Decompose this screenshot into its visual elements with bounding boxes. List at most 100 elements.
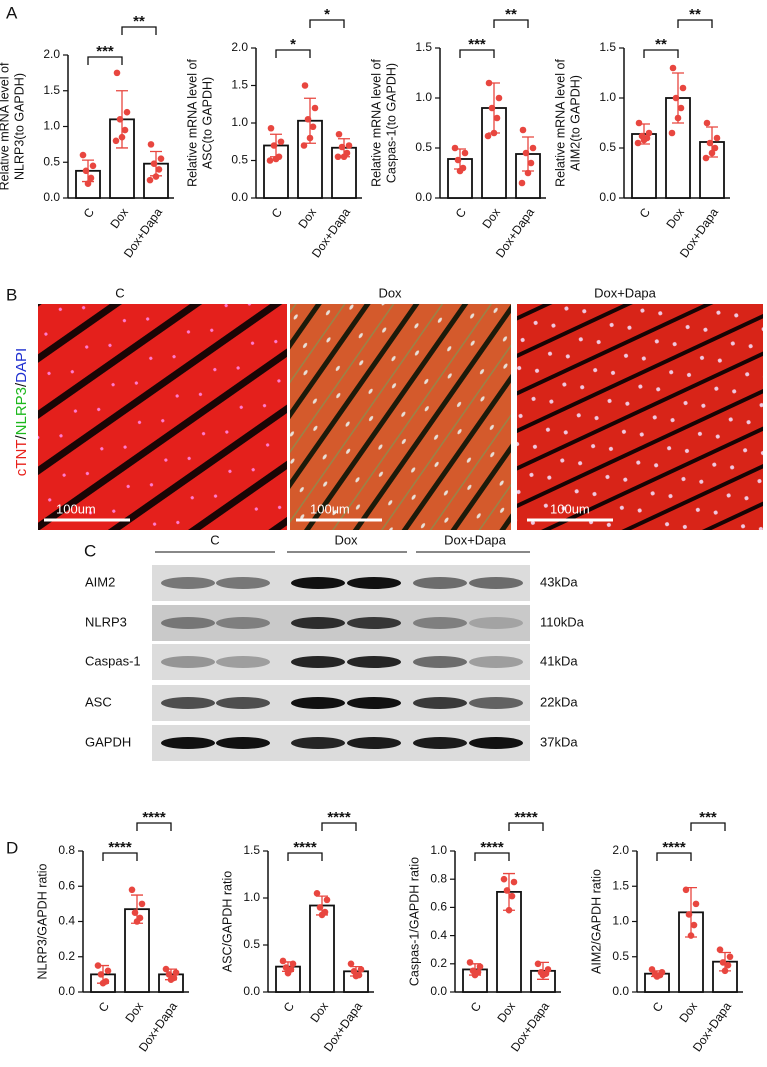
x-tick-label: C: [468, 999, 485, 1014]
data-point: [634, 139, 642, 147]
significance-label: **: [655, 36, 667, 53]
y-tick-label: 0.0: [43, 190, 60, 204]
bar: [309, 904, 335, 993]
significance-bracket: [656, 852, 692, 861]
y-axis-label: Relative mRNA level of: [553, 59, 567, 187]
data-point: [719, 959, 727, 966]
data-point: [357, 966, 365, 973]
y-axis-label: Relative mRNA level of: [185, 59, 199, 187]
blot-band: [161, 577, 215, 589]
data-point: [118, 133, 126, 141]
data-point: [147, 141, 155, 148]
significance-label: ***: [699, 809, 717, 826]
x-tick-label: C: [637, 205, 654, 220]
data-point: [484, 132, 492, 140]
data-point: [150, 160, 158, 167]
y-tick-label: 0.5: [415, 140, 432, 154]
significance-bracket: [287, 852, 323, 861]
data-point: [519, 126, 527, 134]
data-point: [345, 142, 353, 149]
data-point: [323, 896, 331, 904]
protein-label: NLRP3: [85, 614, 127, 629]
y-tick-label: 0.0: [599, 190, 616, 204]
data-point: [706, 139, 714, 147]
data-point: [692, 900, 700, 908]
data-point: [503, 887, 511, 894]
blot-band: [347, 577, 401, 589]
data-point: [113, 69, 121, 77]
y-axis-label: Caspas-1/GAPDH ratio: [407, 857, 421, 986]
data-point: [690, 921, 698, 929]
blot-group: Dox: [334, 532, 358, 547]
data-point: [316, 904, 324, 911]
blot-band: [469, 697, 523, 709]
data-point: [648, 966, 656, 973]
blot-band: [347, 697, 401, 709]
data-point: [679, 84, 687, 92]
x-tick-label: Dox: [676, 1000, 700, 1026]
data-point: [266, 157, 274, 164]
x-tick-label: C: [650, 999, 667, 1014]
data-point: [703, 119, 711, 127]
data-point: [311, 104, 319, 112]
data-point: [674, 114, 682, 122]
x-tick-label: Dox: [307, 1000, 331, 1026]
y-axis-label: ASC(to GAPDH): [200, 77, 214, 169]
y-tick-label: 0.2: [58, 949, 75, 963]
data-point: [335, 130, 343, 138]
data-point: [685, 911, 693, 918]
blot-band: [216, 617, 270, 629]
data-point: [116, 116, 124, 123]
y-tick-label: 1.0: [430, 843, 447, 857]
significance-label: ****: [514, 809, 538, 826]
x-tick-label: Dox: [479, 206, 503, 232]
y-tick-label: 0.4: [430, 928, 447, 942]
data-point: [334, 153, 342, 161]
y-tick-label: 0.6: [430, 900, 447, 914]
data-point: [270, 142, 278, 149]
blot-band: [469, 577, 523, 589]
blot-band: [291, 656, 345, 668]
micrograph: [290, 304, 511, 530]
data-point: [456, 167, 464, 175]
image-title: C: [115, 285, 124, 300]
significance-label: ****: [293, 839, 317, 856]
data-point: [82, 167, 90, 175]
panel-label: B: [6, 285, 17, 304]
data-point: [724, 961, 732, 969]
x-tick-label: Dox: [122, 1000, 146, 1026]
data-point: [340, 153, 348, 161]
y-tick-label: 1.0: [612, 914, 629, 928]
data-point: [277, 138, 285, 146]
blot-band: [291, 577, 345, 589]
significance-label: *: [290, 36, 296, 53]
data-point: [338, 143, 346, 151]
y-axis-label: AIM2/GAPDH ratio: [589, 869, 603, 974]
y-tick-label: 1.0: [415, 90, 432, 104]
blot-band: [347, 737, 401, 749]
scale-label: 100um: [310, 501, 350, 516]
x-tick-label: C: [81, 205, 98, 220]
data-point: [289, 960, 297, 968]
blot-band: [413, 577, 467, 589]
x-tick-label: Dox: [663, 206, 687, 232]
data-point: [284, 969, 292, 977]
y-tick-label: 0.5: [599, 140, 616, 154]
size-label: 22kDa: [540, 694, 578, 709]
chart: 0.0 0.5 1.0 1.5 Relative mRNA level of Caspas…: [369, 6, 546, 260]
significance-bracket: [321, 822, 357, 831]
blot-band: [413, 656, 467, 668]
y-axis-label: Relative mRNA level of: [369, 59, 383, 187]
x-tick-label: C: [96, 999, 113, 1014]
x-tick-label: C: [281, 999, 298, 1014]
data-point: [682, 886, 690, 894]
data-point: [272, 155, 280, 163]
data-point: [267, 124, 275, 132]
data-point: [318, 911, 326, 919]
significance-bracket: [275, 49, 311, 58]
significance-bracket: [87, 56, 123, 65]
size-label: 41kDa: [540, 653, 578, 668]
y-tick-label: 1.0: [599, 90, 616, 104]
data-point: [94, 962, 102, 969]
